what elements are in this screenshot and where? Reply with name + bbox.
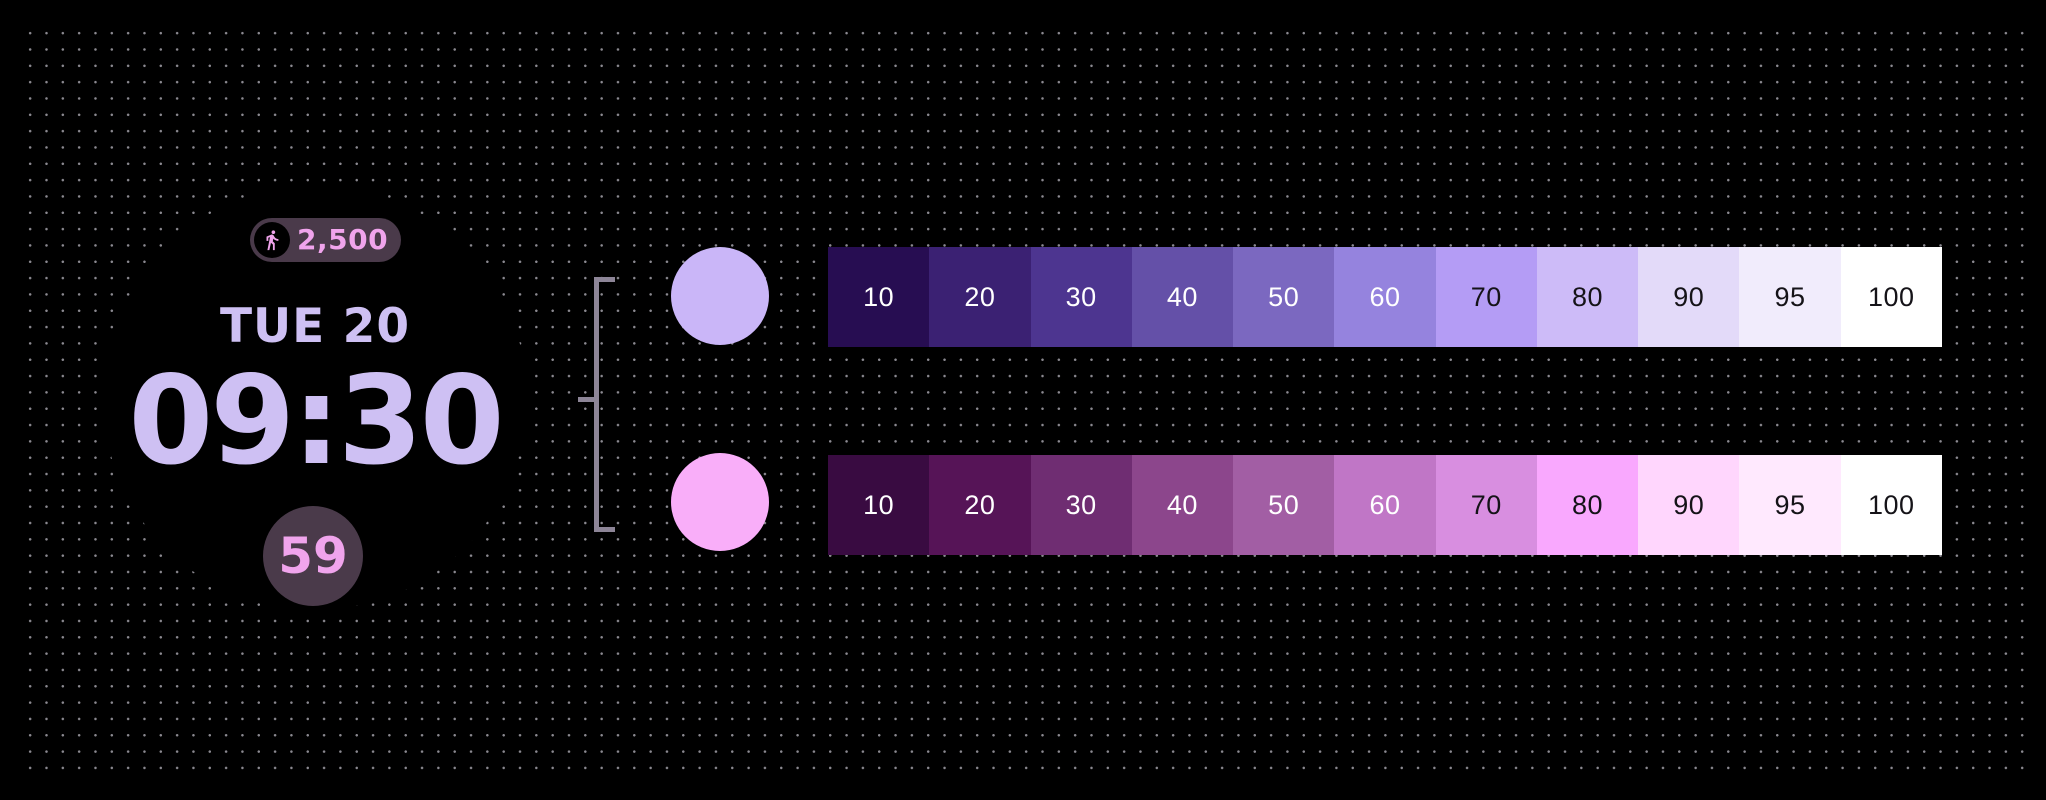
tone-tile-50[interactable]: 50 xyxy=(1233,455,1335,555)
tone-tile-100[interactable]: 100 xyxy=(1840,455,1942,555)
tone-tile-80[interactable]: 80 xyxy=(1536,455,1639,555)
steps-value: 2,500 xyxy=(297,223,389,256)
tone-tile-40[interactable]: 40 xyxy=(1131,247,1234,347)
watch-time: 09:30 xyxy=(128,350,504,492)
tone-tile-20[interactable]: 20 xyxy=(929,247,1031,347)
tone-tile-60[interactable]: 60 xyxy=(1334,247,1436,347)
palette-swatch-pink[interactable] xyxy=(671,453,769,551)
tone-tile-95[interactable]: 95 xyxy=(1739,455,1841,555)
palette-swatch-violet[interactable] xyxy=(671,247,769,345)
steps-complication[interactable]: 2,500 xyxy=(250,218,402,262)
tone-tile-50[interactable]: 50 xyxy=(1233,247,1335,347)
walking-person-icon xyxy=(254,222,290,258)
tone-tile-20[interactable]: 20 xyxy=(929,455,1031,555)
tone-tile-30[interactable]: 30 xyxy=(1030,247,1132,347)
heart-rate-complication[interactable]: 59 xyxy=(263,506,363,606)
tone-tile-90[interactable]: 90 xyxy=(1638,247,1740,347)
tone-tile-30[interactable]: 30 xyxy=(1030,455,1132,555)
tone-tile-90[interactable]: 90 xyxy=(1638,455,1740,555)
tone-tile-10[interactable]: 10 xyxy=(828,455,930,555)
bracket-middle-tick xyxy=(578,397,594,402)
watch-face[interactable]: 2,500 TUE 20 09:30 59 xyxy=(103,186,527,610)
bracket-top-tick xyxy=(594,277,615,282)
tone-tile-70[interactable]: 70 xyxy=(1435,455,1537,555)
tone-tile-95[interactable]: 95 xyxy=(1739,247,1841,347)
tone-tile-70[interactable]: 70 xyxy=(1435,247,1537,347)
bracket-vertical-line xyxy=(594,277,599,532)
tonal-scale-violet: 10 20 30 40 50 60 70 80 90 95 100 xyxy=(828,247,1942,347)
bracket-bottom-tick xyxy=(594,527,615,532)
tone-tile-60[interactable]: 60 xyxy=(1334,455,1436,555)
tone-tile-40[interactable]: 40 xyxy=(1131,455,1234,555)
tonal-scale-pink: 10 20 30 40 50 60 70 80 90 95 100 xyxy=(828,455,1942,555)
tone-tile-80[interactable]: 80 xyxy=(1536,247,1639,347)
tone-tile-10[interactable]: 10 xyxy=(828,247,930,347)
watch-date: TUE 20 xyxy=(219,299,411,354)
tone-tile-100[interactable]: 100 xyxy=(1840,247,1942,347)
